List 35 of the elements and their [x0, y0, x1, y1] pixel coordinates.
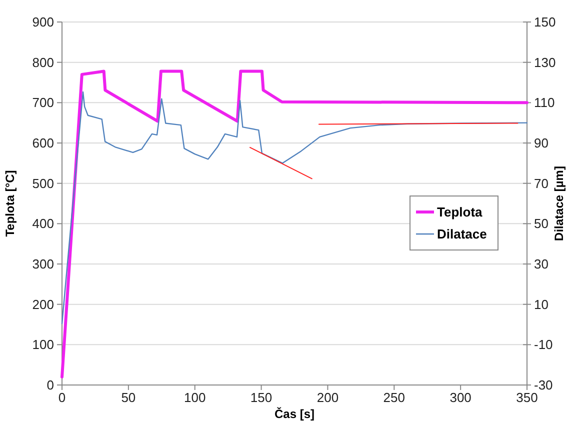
line-series [60, 70, 528, 378]
x-tick-label: 0 [58, 390, 66, 405]
y-tick-label: 200 [32, 296, 54, 312]
y2-tick-label: 30 [534, 256, 548, 272]
y-tick-label: 600 [32, 136, 54, 151]
x-tick-label: 50 [121, 390, 136, 405]
y2-tick-label: -10 [534, 337, 553, 352]
y2-tick-label: 70 [534, 176, 548, 191]
y2-tick-label: 110 [534, 95, 555, 110]
line-series [61, 91, 528, 324]
y-tick-label: 400 [32, 216, 54, 232]
y2-axis-title: Dilatace [µm] [552, 166, 566, 241]
y2-tick-label: 90 [534, 136, 548, 151]
y-tick-label: 0 [46, 378, 54, 393]
y2-tick-label: 50 [534, 216, 548, 232]
y2-tick-label: 150 [534, 14, 556, 30]
y-axis-title: Teplota [°C] [3, 170, 17, 237]
x-tick-label: 100 [184, 390, 206, 405]
y-tick-label: 900 [32, 14, 54, 30]
x-tick-label: 250 [383, 390, 405, 405]
x-tick-label: 350 [516, 390, 538, 405]
y-tick-label: 100 [32, 337, 54, 352]
x-tick-label: 300 [450, 390, 472, 405]
y-tick-label: 300 [32, 256, 54, 272]
y-tick-label: 500 [32, 176, 54, 191]
x-axis-title: Čas [s] [274, 407, 315, 421]
x-tick-label: 150 [250, 390, 272, 405]
y2-tick-label: -30 [534, 378, 553, 393]
y2-tick-label: 10 [534, 296, 548, 312]
y2-tick-label: 130 [534, 54, 556, 70]
x-tick-label: 200 [316, 390, 339, 405]
legend-label: Dilatace [437, 226, 487, 242]
y-tick-label: 700 [32, 95, 54, 110]
legend-label: Teplota [437, 204, 484, 220]
y-tick-label: 800 [32, 54, 54, 70]
